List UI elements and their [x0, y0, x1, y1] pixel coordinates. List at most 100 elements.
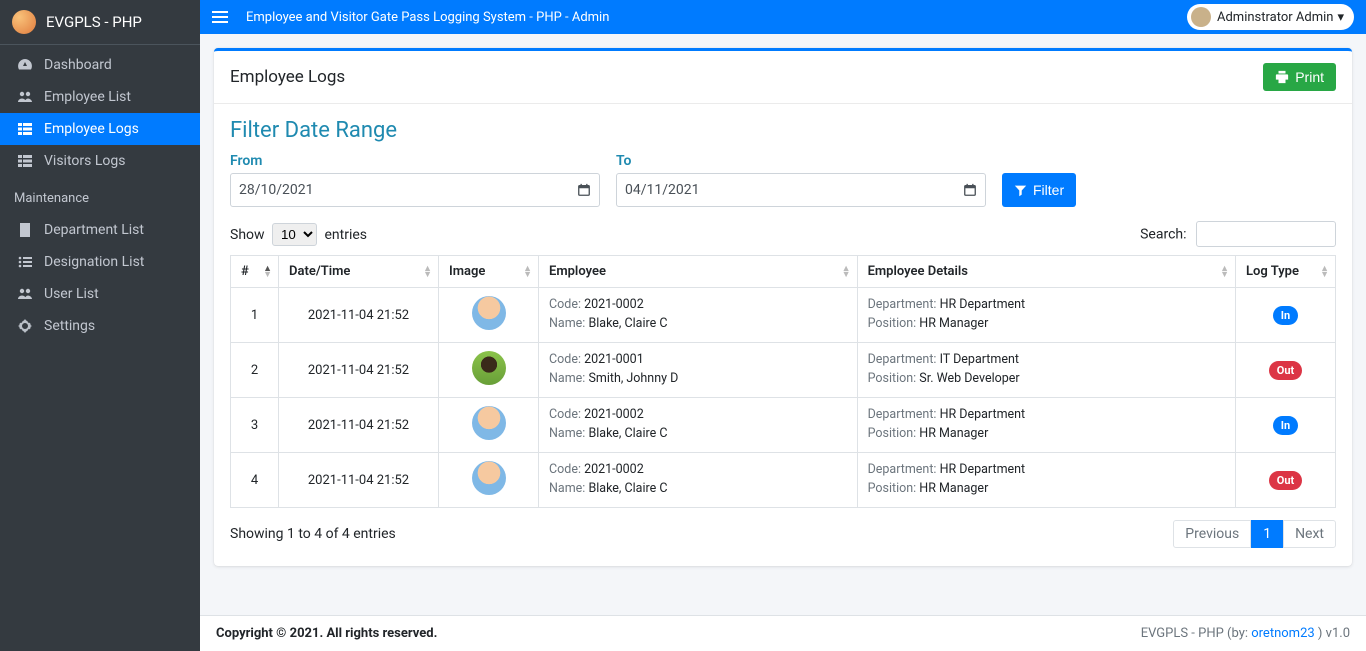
cell-idx: 4 — [231, 453, 279, 508]
cell-logtype: In — [1236, 288, 1336, 343]
log-badge: Out — [1269, 361, 1302, 380]
sidebar-item-employee-list[interactable]: Employee List — [0, 81, 200, 113]
copyright: Copyright © 2021. All rights reserved. — [216, 626, 437, 641]
topbar: Employee and Visitor Gate Pass Logging S… — [200, 0, 1366, 34]
sort-icon: ▲▼ — [423, 266, 432, 278]
from-date-input[interactable]: 28/10/2021 — [230, 173, 600, 207]
print-icon — [1275, 70, 1289, 84]
cell-details: Department: IT DepartmentPosition: Sr. W… — [857, 343, 1235, 398]
sidebar-item-label: Employee List — [44, 89, 131, 105]
cell-employee: Code: 2021-0001Name: Smith, Johnny D — [539, 343, 858, 398]
cell-employee: Code: 2021-0002Name: Blake, Claire C — [539, 453, 858, 508]
logs-table: #▲▼Date/Time▲▼Image▲▼Employee▲▼Employee … — [230, 255, 1336, 508]
cell-datetime: 2021-11-04 21:52 — [279, 343, 439, 398]
cell-details: Department: HR DepartmentPosition: HR Ma… — [857, 453, 1235, 508]
hamburger-icon[interactable] — [212, 10, 228, 24]
brand-logo-icon — [12, 10, 36, 34]
sidebar-item-label: Visitors Logs — [44, 153, 125, 169]
nav-main: Dashboard Employee List Employee Logs Vi… — [0, 45, 200, 181]
sidebar-item-visitors-logs[interactable]: Visitors Logs — [0, 145, 200, 177]
from-label: From — [230, 153, 600, 169]
col-image[interactable]: Image▲▼ — [439, 256, 539, 288]
user-avatar-icon — [1191, 7, 1211, 27]
sort-icon: ▲▼ — [263, 266, 272, 278]
caret-down-icon: ▾ — [1337, 10, 1344, 25]
cell-image — [439, 453, 539, 508]
col--[interactable]: #▲▼ — [231, 256, 279, 288]
sidebar: EVGPLS - PHP Dashboard Employee List Emp… — [0, 0, 200, 651]
employee-avatar-icon — [472, 296, 506, 330]
search-label: Search: — [1140, 227, 1186, 243]
sidebar-item-label: Designation List — [44, 254, 144, 270]
from-date-value: 28/10/2021 — [239, 182, 314, 198]
sidebar-item-designation-list[interactable]: Designation List — [0, 246, 200, 278]
to-date-value: 04/11/2021 — [625, 182, 700, 198]
length-control: Show 10 entries — [230, 223, 367, 246]
to-date-input[interactable]: 04/11/2021 — [616, 173, 986, 207]
sidebar-item-department-list[interactable]: Department List — [0, 214, 200, 246]
brand-text: EVGPLS - PHP — [46, 13, 142, 31]
gear-icon — [14, 318, 36, 334]
building-icon — [14, 222, 36, 238]
sidebar-item-employee-logs[interactable]: Employee Logs — [0, 113, 200, 145]
list-icon — [14, 254, 36, 270]
table-row: 12021-11-04 21:52Code: 2021-0002Name: Bl… — [231, 288, 1336, 343]
page-length-select[interactable]: 10 — [272, 223, 317, 246]
author-link[interactable]: oretnom23 — [1251, 626, 1314, 641]
calendar-icon — [577, 183, 591, 197]
footer: Copyright © 2021. All rights reserved. E… — [200, 615, 1366, 651]
sidebar-item-label: Department List — [44, 222, 144, 238]
nav-maintenance: Department List Designation List User Li… — [0, 210, 200, 346]
table-row: 32021-11-04 21:52Code: 2021-0002Name: Bl… — [231, 398, 1336, 453]
th-list-icon — [14, 153, 36, 169]
cell-logtype: Out — [1236, 453, 1336, 508]
calendar-icon — [963, 183, 977, 197]
entries-label: entries — [325, 227, 368, 243]
col-date-time[interactable]: Date/Time▲▼ — [279, 256, 439, 288]
col-employee-details[interactable]: Employee Details▲▼ — [857, 256, 1235, 288]
search-input[interactable] — [1196, 221, 1336, 247]
filter-label: Filter — [1033, 182, 1064, 198]
cell-employee: Code: 2021-0002Name: Blake, Claire C — [539, 288, 858, 343]
employee-avatar-icon — [472, 406, 506, 440]
employee-avatar-icon — [472, 351, 506, 385]
th-list-icon — [14, 121, 36, 137]
users-icon — [14, 89, 36, 105]
sidebar-item-label: Settings — [44, 318, 95, 334]
sidebar-item-settings[interactable]: Settings — [0, 310, 200, 342]
employee-avatar-icon — [472, 461, 506, 495]
cell-datetime: 2021-11-04 21:52 — [279, 453, 439, 508]
sidebar-item-dashboard[interactable]: Dashboard — [0, 49, 200, 81]
card-employee-logs: Employee Logs Print Filter Date Range Fr… — [214, 48, 1352, 566]
sidebar-item-user-list[interactable]: User List — [0, 278, 200, 310]
prev-button[interactable]: Previous — [1173, 520, 1251, 548]
cell-datetime: 2021-11-04 21:52 — [279, 398, 439, 453]
topbar-title: Employee and Visitor Gate Pass Logging S… — [246, 10, 1187, 25]
to-label: To — [616, 153, 986, 169]
tachometer-icon — [14, 57, 36, 73]
col-employee[interactable]: Employee▲▼ — [539, 256, 858, 288]
next-button[interactable]: Next — [1283, 520, 1336, 548]
cell-idx: 2 — [231, 343, 279, 398]
brand[interactable]: EVGPLS - PHP — [0, 0, 200, 45]
print-button[interactable]: Print — [1263, 63, 1336, 91]
user-menu[interactable]: Adminstrator Admin ▾ — [1187, 4, 1354, 30]
user-name: Adminstrator Admin — [1217, 10, 1333, 25]
cell-image — [439, 288, 539, 343]
cell-idx: 1 — [231, 288, 279, 343]
sort-icon: ▲▼ — [1320, 266, 1329, 278]
nav-header-maintenance: Maintenance — [0, 181, 200, 210]
log-badge: In — [1273, 306, 1298, 325]
col-log-type[interactable]: Log Type▲▼ — [1236, 256, 1336, 288]
cell-details: Department: HR DepartmentPosition: HR Ma… — [857, 398, 1235, 453]
card-title: Employee Logs — [230, 67, 345, 87]
page-1-button[interactable]: 1 — [1251, 520, 1283, 548]
filter-button[interactable]: Filter — [1002, 173, 1076, 207]
sidebar-item-label: Dashboard — [44, 57, 112, 73]
sort-icon: ▲▼ — [842, 266, 851, 278]
footer-right: EVGPLS - PHP (by: oretnom23 ) v1.0 — [1141, 626, 1350, 641]
cell-employee: Code: 2021-0002Name: Blake, Claire C — [539, 398, 858, 453]
filter-title: Filter Date Range — [230, 118, 1336, 143]
table-row: 42021-11-04 21:52 Code: 2021-0002Name: Bl… — [231, 453, 1336, 508]
sort-icon: ▲▼ — [523, 266, 532, 278]
